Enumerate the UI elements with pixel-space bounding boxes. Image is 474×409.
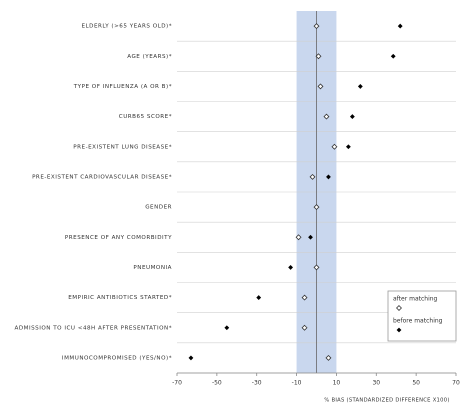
x-tick-label: 50: [412, 380, 420, 387]
data-point: [390, 53, 396, 59]
legend-marker: [396, 305, 402, 311]
data-point: [331, 143, 338, 150]
x-tick-label: 30: [372, 380, 380, 387]
x-tick-label: -10: [292, 380, 302, 387]
data-point: [308, 234, 313, 240]
data-point: [349, 114, 355, 119]
data-point: [323, 113, 330, 120]
category-label: EMPIRIC ANTIBIOTICS STARTED*: [68, 295, 172, 301]
data-point: [309, 173, 316, 180]
data-point: [313, 204, 320, 211]
category-label: GENDER: [145, 205, 172, 211]
data-point: [188, 355, 194, 361]
category-label: PRE-EXISTENT LUNG DISEASE*: [73, 144, 172, 150]
data-point: [313, 23, 320, 30]
category-label: CURB65 SCORE*: [119, 114, 172, 120]
category-label: PRESENCE OF ANY COMORBIDITY: [65, 235, 172, 241]
category-label: ELDERLY (>65 YEARS OLD)*: [81, 24, 172, 30]
x-tick-label: -70: [172, 380, 182, 387]
x-tick-label: 10: [333, 380, 341, 387]
category-label: PNEUMONIA: [133, 265, 172, 271]
legend-label: after matching: [393, 296, 438, 303]
data-point: [313, 264, 320, 271]
data-point: [295, 234, 302, 241]
data-point: [317, 83, 324, 90]
data-point: [315, 53, 322, 60]
data-point: [256, 295, 262, 300]
x-tick-label: -50: [212, 380, 222, 387]
data-point: [345, 144, 351, 150]
category-label: IMMUNOCOMPROMISED (YES/NO)*: [62, 355, 172, 361]
legend-marker: [396, 327, 402, 333]
data-point: [224, 325, 230, 331]
x-axis-label: % BIAS (STANDARDIZED DIFFERENCE X100): [324, 398, 449, 404]
category-label: ADMISSION TO ICU <48H AFTER PRESENTATION…: [15, 325, 173, 331]
category-label: PRE-EXISTENT CARDIOVASCULAR DISEASE*: [32, 174, 172, 180]
legend-label: before matching: [393, 318, 443, 325]
data-point: [357, 84, 363, 89]
data-point: [301, 294, 308, 301]
category-label: AGE (YEARS)*: [127, 54, 172, 60]
x-tick-label: -30: [252, 380, 262, 387]
data-point: [288, 265, 293, 270]
category-label: TYPE OF INFLUENZA (A OR B)*: [73, 84, 172, 90]
data-point: [397, 23, 403, 29]
legend-box: [387, 290, 457, 342]
data-point: [325, 354, 332, 361]
data-point: [301, 324, 308, 331]
x-tick-label: 70: [452, 380, 460, 387]
data-point: [326, 174, 331, 180]
